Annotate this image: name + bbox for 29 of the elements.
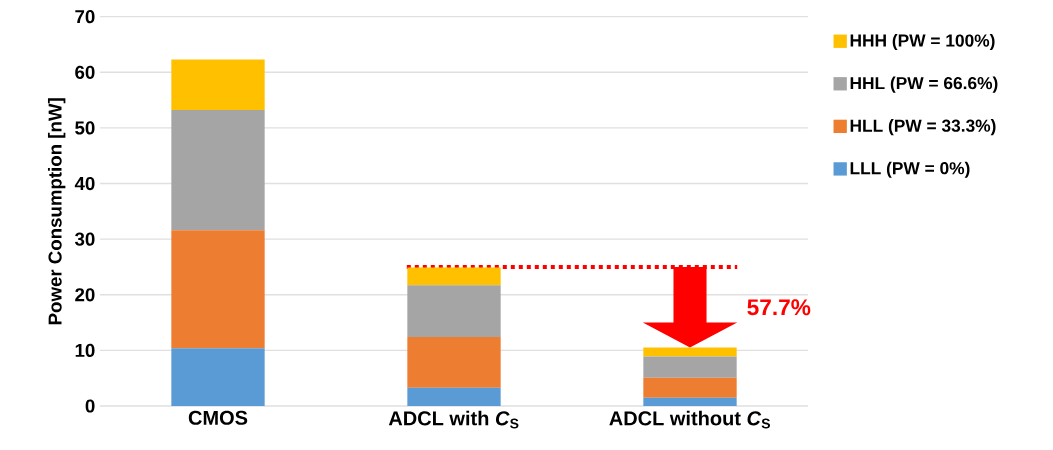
x-tick-label: ADCL without C$_{S}$	[609, 410, 770, 429]
y-tick-label: 70	[75, 10, 95, 24]
bar	[407, 337, 501, 388]
y-tick-label: 20	[75, 288, 95, 302]
bar	[171, 230, 265, 349]
bar	[643, 377, 737, 398]
y-tick-label: 10	[75, 343, 95, 357]
x-tick-label: ADCL with C$_{S}$	[388, 410, 519, 429]
legend-label: HHL (PW = 66.6%)	[850, 76, 998, 93]
annotation: 57.7%	[747, 299, 811, 316]
y-tick-label: 50	[75, 121, 95, 135]
y-tick-label: 60	[75, 65, 95, 79]
bar	[407, 285, 501, 338]
legend-label: LLL (PW = 0%)	[850, 161, 970, 178]
bar	[407, 387, 501, 406]
y-tick-label: 30	[74, 232, 95, 246]
y-axis-title: Power Consumption [nW]	[47, 98, 66, 325]
y-tick-label: 40	[74, 176, 95, 191]
legend-label: HLL (PW = 33.3%)	[850, 119, 996, 136]
bar	[171, 110, 265, 231]
bar	[171, 348, 265, 406]
bar	[643, 397, 737, 406]
bar	[407, 267, 501, 286]
bar	[171, 59, 265, 111]
y-tick-label: 0	[85, 399, 95, 413]
legend-label: HHH (PW = 100%)	[850, 33, 995, 51]
bar	[643, 356, 737, 378]
x-tick-label: CMOS	[188, 410, 248, 425]
bar	[643, 347, 737, 357]
